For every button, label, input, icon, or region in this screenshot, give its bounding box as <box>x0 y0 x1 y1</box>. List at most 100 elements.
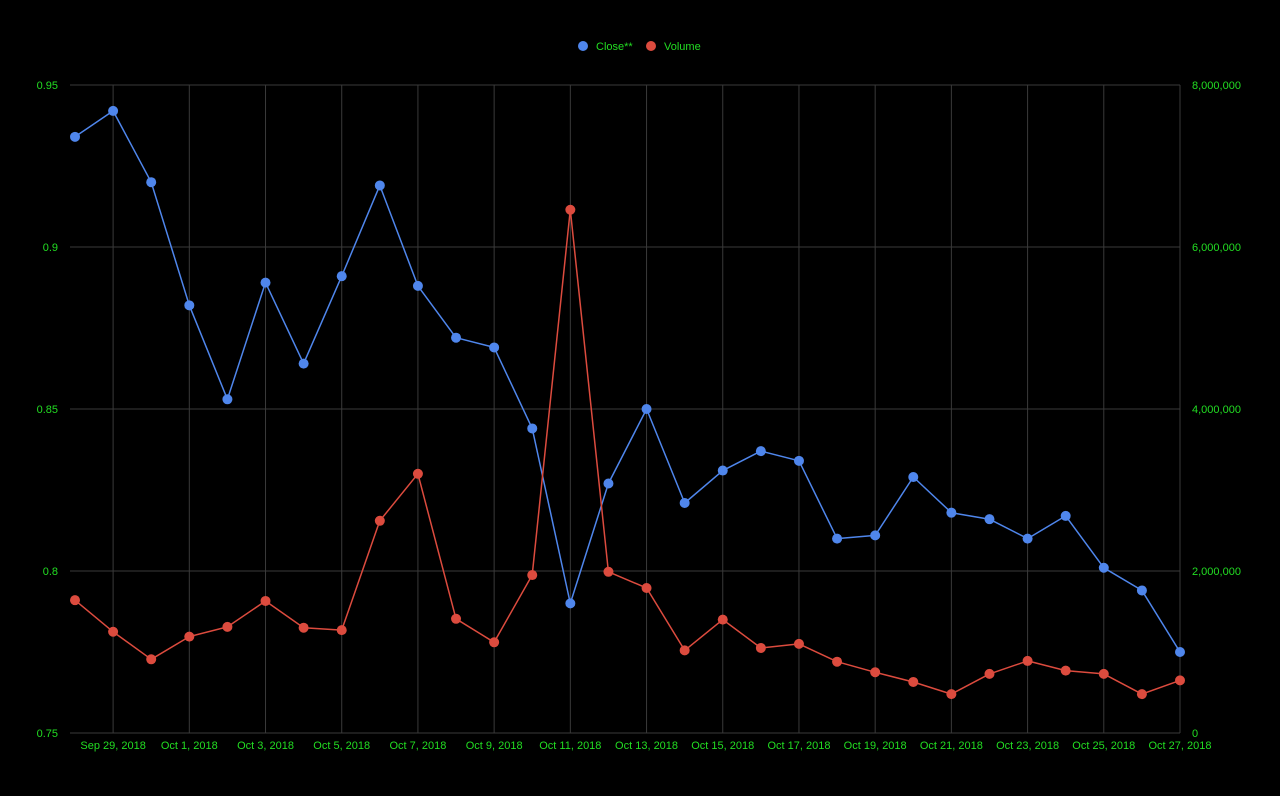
data-point-volume <box>336 625 347 636</box>
data-point-close <box>946 507 957 518</box>
data-point-volume <box>298 622 309 633</box>
legend-label-close: Close** <box>596 41 633 53</box>
data-point-volume <box>1060 665 1071 676</box>
data-point-volume <box>146 654 157 665</box>
data-point-volume <box>755 642 766 653</box>
grid-lines <box>70 84 1181 734</box>
data-point-close <box>222 394 233 405</box>
x-tick-label: Oct 1, 2018 <box>161 740 218 752</box>
data-point-close <box>527 423 538 434</box>
data-point-volume <box>260 595 271 606</box>
data-point-close <box>717 465 728 476</box>
legend-marker-volume <box>646 41 656 51</box>
data-point-volume <box>870 667 881 678</box>
data-point-volume <box>412 468 423 479</box>
data-point-close <box>984 514 995 525</box>
data-point-close <box>1175 647 1185 657</box>
y-left-tick-label: 0.9 <box>43 242 58 254</box>
x-tick-label: Oct 3, 2018 <box>237 740 294 752</box>
y-right-tick-label: 8,000,000 <box>1192 80 1241 92</box>
data-point-volume <box>679 645 690 656</box>
data-point-close <box>412 280 423 291</box>
left-axis-ticks: 0.75 0.8 0.85 0.9 0.95 <box>37 80 58 740</box>
data-point-close <box>793 455 804 466</box>
data-point-close <box>70 131 80 142</box>
data-point-close <box>146 177 157 188</box>
data-point-volume <box>793 638 804 649</box>
data-point-close <box>298 358 309 369</box>
x-tick-label: Oct 7, 2018 <box>389 740 446 752</box>
data-point-volume <box>451 613 462 624</box>
x-tick-label: Oct 15, 2018 <box>691 740 754 752</box>
data-point-volume <box>717 614 728 625</box>
data-point-volume <box>70 595 80 606</box>
data-point-close <box>679 497 690 508</box>
data-point-volume <box>108 626 119 637</box>
y-right-tick-label: 6,000,000 <box>1192 242 1241 254</box>
x-tick-label: Oct 11, 2018 <box>539 740 601 752</box>
legend-item-close[interactable]: Close** <box>578 41 633 53</box>
data-point-close <box>336 271 347 282</box>
x-tick-label: Oct 13, 2018 <box>615 740 678 752</box>
x-tick-label: Sep 29, 2018 <box>80 740 145 752</box>
data-point-close <box>489 342 500 353</box>
data-point-close <box>755 446 766 457</box>
data-point-close <box>565 598 576 609</box>
x-axis-ticks: Sep 29, 2018 Oct 1, 2018 Oct 3, 2018 Oct 5,… <box>80 740 1211 752</box>
data-point-volume <box>946 689 957 700</box>
x-tick-label: Oct 9, 2018 <box>466 740 523 752</box>
legend-marker-close <box>578 41 588 51</box>
legend: Close** Volume <box>578 41 701 53</box>
data-point-close <box>1136 585 1147 596</box>
data-point-close <box>260 277 271 288</box>
right-axis-ticks: 0 2,000,000 4,000,000 6,000,000 8,000,000 <box>1192 80 1241 740</box>
data-point-volume <box>184 631 195 642</box>
data-point-close <box>1060 510 1071 521</box>
y-left-tick-label: 0.75 <box>37 728 58 740</box>
data-point-close <box>908 472 919 483</box>
data-point-close <box>451 332 462 343</box>
x-tick-label: Oct 23, 2018 <box>996 740 1059 752</box>
data-point-volume <box>565 204 576 215</box>
data-point-volume <box>832 656 843 667</box>
x-tick-label: Oct 17, 2018 <box>767 740 830 752</box>
series-layer <box>70 105 1185 700</box>
x-tick-label: Oct 5, 2018 <box>313 740 370 752</box>
data-point-volume <box>1022 655 1033 666</box>
data-point-close <box>870 530 881 541</box>
series-line-close <box>74 110 1181 653</box>
y-right-tick-label: 0 <box>1192 728 1198 740</box>
data-point-volume <box>1098 668 1109 679</box>
y-right-tick-label: 4,000,000 <box>1192 404 1241 416</box>
data-point-volume <box>374 515 385 526</box>
data-point-close <box>374 180 385 191</box>
data-point-close <box>603 478 614 489</box>
x-tick-label: Oct 27, 2018 <box>1149 740 1212 752</box>
data-point-volume <box>1175 675 1185 686</box>
x-tick-label: Oct 21, 2018 <box>920 740 983 752</box>
data-point-close <box>108 105 119 116</box>
data-point-volume <box>489 637 500 648</box>
data-point-close <box>641 404 652 414</box>
data-point-close <box>1098 562 1109 573</box>
y-left-tick-label: 0.85 <box>37 404 58 416</box>
data-point-volume <box>984 668 995 679</box>
y-right-tick-label: 2,000,000 <box>1192 566 1241 578</box>
legend-item-volume[interactable]: Volume <box>646 41 701 53</box>
y-left-tick-label: 0.95 <box>37 80 58 92</box>
data-point-close <box>184 300 195 311</box>
legend-label-volume: Volume <box>664 41 701 53</box>
data-point-volume <box>527 570 538 581</box>
data-point-close <box>832 533 843 544</box>
data-point-volume <box>603 566 614 577</box>
y-left-tick-label: 0.8 <box>43 566 58 578</box>
data-point-volume <box>908 676 919 687</box>
data-point-close <box>1022 533 1033 544</box>
data-point-volume <box>222 621 233 632</box>
data-point-volume <box>1136 689 1147 700</box>
x-tick-label: Oct 19, 2018 <box>844 740 907 752</box>
series-line-volume <box>74 208 1181 695</box>
